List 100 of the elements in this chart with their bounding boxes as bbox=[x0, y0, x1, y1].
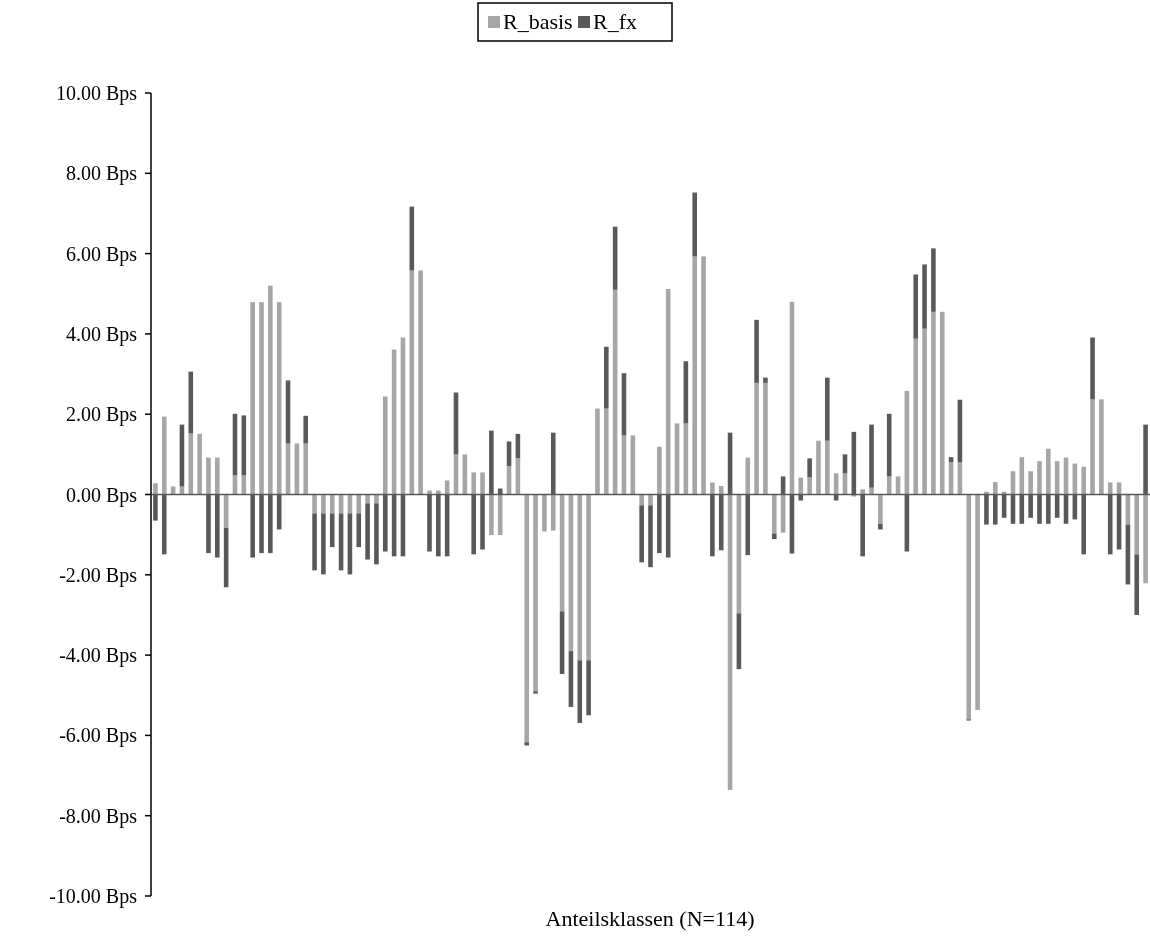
y-tick-label: 10.00 Bps bbox=[55, 82, 138, 105]
y-tick-label: -10.00 Bps bbox=[49, 885, 138, 908]
bar bbox=[480, 472, 485, 495]
bar bbox=[763, 382, 768, 495]
bar bbox=[374, 494, 379, 504]
bar bbox=[497, 494, 503, 536]
y-tick-label: -8.00 Bps bbox=[59, 804, 138, 828]
bar bbox=[825, 440, 830, 495]
bar bbox=[524, 742, 530, 746]
y-tick-label: 4.00 Bps bbox=[65, 322, 138, 346]
bar bbox=[586, 660, 591, 716]
bar bbox=[188, 371, 194, 434]
bar bbox=[710, 482, 715, 495]
bar bbox=[878, 523, 883, 530]
bar bbox=[657, 446, 662, 495]
bar bbox=[577, 494, 583, 661]
bar bbox=[577, 660, 583, 723]
bar bbox=[550, 494, 556, 531]
bar bbox=[754, 382, 759, 495]
bar bbox=[992, 482, 998, 495]
bar bbox=[648, 494, 653, 506]
bar bbox=[798, 477, 804, 495]
bar bbox=[206, 457, 211, 495]
bar bbox=[931, 311, 936, 495]
bar bbox=[939, 311, 945, 495]
bar bbox=[966, 494, 972, 720]
bar bbox=[365, 503, 370, 560]
bar bbox=[1134, 554, 1140, 615]
bar bbox=[807, 477, 812, 495]
bar bbox=[878, 494, 883, 524]
bar bbox=[1081, 466, 1086, 495]
bar bbox=[913, 274, 919, 339]
bar bbox=[1099, 399, 1104, 495]
bar bbox=[754, 319, 759, 383]
bar bbox=[825, 377, 830, 441]
bar bbox=[303, 443, 309, 495]
bar bbox=[1090, 337, 1095, 400]
bar bbox=[533, 691, 538, 694]
bar bbox=[259, 302, 264, 495]
bar bbox=[718, 486, 724, 495]
bar bbox=[382, 396, 388, 495]
bar bbox=[975, 494, 980, 711]
bar bbox=[471, 472, 476, 495]
bar bbox=[197, 433, 202, 495]
bar bbox=[604, 346, 609, 409]
bar bbox=[321, 513, 326, 575]
bar bbox=[745, 457, 751, 495]
bar bbox=[356, 513, 362, 548]
bar bbox=[1143, 494, 1148, 584]
bar bbox=[639, 505, 644, 563]
bar bbox=[913, 338, 919, 495]
bar bbox=[701, 256, 706, 495]
bar bbox=[922, 264, 927, 329]
bar bbox=[586, 494, 591, 661]
bar bbox=[215, 457, 220, 495]
bar bbox=[427, 490, 432, 495]
bar bbox=[692, 192, 697, 257]
bar bbox=[533, 494, 538, 692]
bar bbox=[188, 433, 194, 495]
bar bbox=[869, 487, 874, 495]
bar bbox=[595, 408, 600, 495]
bar bbox=[763, 377, 768, 383]
y-tick-label: -4.00 Bps bbox=[59, 644, 138, 668]
bar bbox=[692, 256, 697, 495]
bar bbox=[329, 513, 335, 548]
bar bbox=[365, 494, 370, 504]
legend-label: R_fx bbox=[593, 9, 637, 34]
bar bbox=[436, 490, 441, 495]
bar bbox=[860, 489, 865, 495]
bar bbox=[153, 483, 158, 495]
bar bbox=[1037, 461, 1042, 495]
bar bbox=[1107, 482, 1113, 495]
y-tick-label: 0.00 Bps bbox=[65, 483, 138, 507]
bar bbox=[356, 494, 362, 514]
bar bbox=[1028, 471, 1033, 495]
y-tick-label: -6.00 Bps bbox=[59, 724, 138, 748]
bar bbox=[524, 494, 530, 743]
bar bbox=[771, 533, 777, 540]
bar bbox=[161, 416, 167, 495]
bar bbox=[807, 458, 812, 478]
bar bbox=[268, 285, 273, 495]
bar bbox=[374, 503, 379, 565]
bar bbox=[1090, 399, 1095, 495]
bar bbox=[1134, 494, 1140, 555]
y-tick-label: 2.00 Bps bbox=[65, 403, 138, 427]
bar bbox=[312, 513, 317, 571]
bar bbox=[329, 494, 335, 514]
bar bbox=[922, 328, 927, 495]
bar bbox=[312, 494, 317, 514]
bar bbox=[869, 424, 874, 488]
bar bbox=[771, 494, 777, 534]
bar bbox=[1046, 448, 1051, 495]
bar bbox=[418, 270, 423, 495]
bar bbox=[303, 415, 309, 444]
legend-label: R_basis bbox=[503, 9, 573, 34]
y-tick-label: -2.00 Bps bbox=[59, 563, 138, 587]
y-tick-label: 6.00 Bps bbox=[65, 242, 138, 266]
bar bbox=[604, 408, 609, 495]
bar bbox=[931, 248, 936, 312]
bar bbox=[542, 494, 547, 532]
